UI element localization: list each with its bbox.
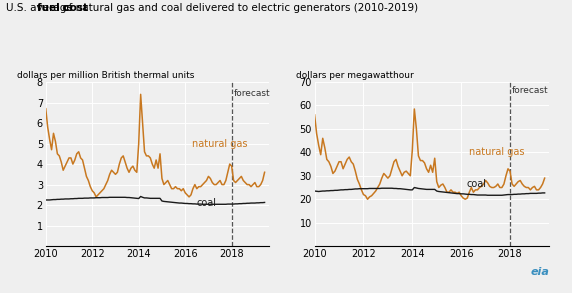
Text: coal: coal xyxy=(197,198,217,208)
Text: natural gas: natural gas xyxy=(192,139,248,149)
Text: natural gas: natural gas xyxy=(468,147,524,157)
Text: forecast: forecast xyxy=(233,89,270,98)
Text: U.S. average: U.S. average xyxy=(6,3,76,13)
Text: dollars per million British thermal units: dollars per million British thermal unit… xyxy=(17,71,194,80)
Text: dollars per megawatthour: dollars per megawatthour xyxy=(296,71,414,80)
Text: of natural gas and coal delivered to electric generators (2010-2019): of natural gas and coal delivered to ele… xyxy=(59,3,418,13)
Text: fuel cost: fuel cost xyxy=(37,3,88,13)
Text: forecast: forecast xyxy=(512,86,549,95)
Text: coal: coal xyxy=(466,179,486,189)
Text: eia: eia xyxy=(530,268,549,277)
